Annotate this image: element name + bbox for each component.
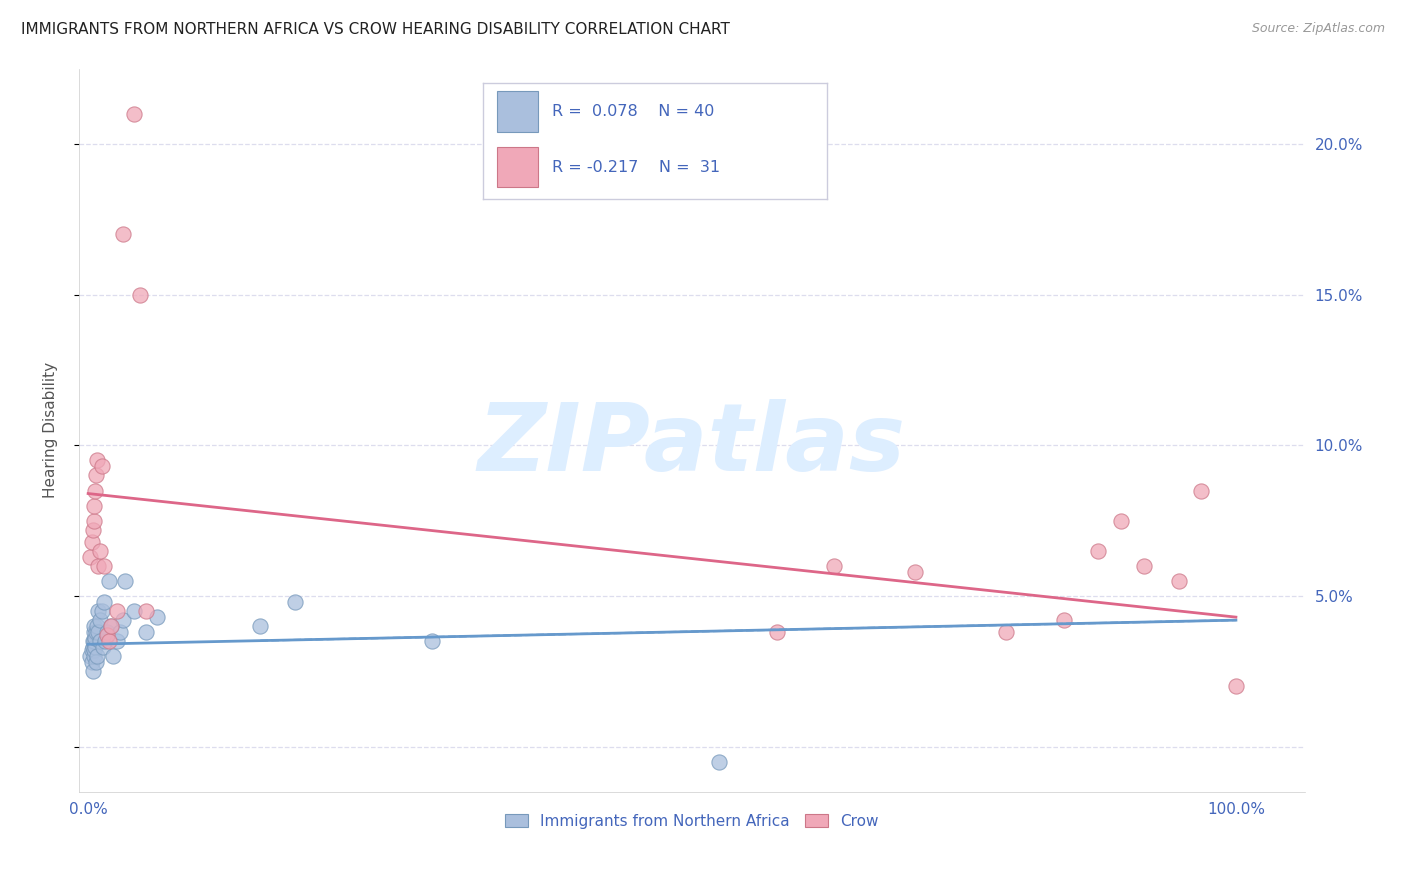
Point [284, 595, 307, 609]
Point [765, 625, 787, 640]
Point [90, 604, 112, 618]
Point [100, 619, 122, 633]
Point [114, 574, 136, 588]
Point [110, 625, 132, 640]
Point [105, 604, 128, 618]
Point [83, 625, 105, 640]
Legend: Immigrants from Northern Africa, Crow: Immigrants from Northern Africa, Crow [499, 807, 884, 835]
Point [84, 483, 107, 498]
Point [1053, 613, 1076, 627]
Point [84, 632, 107, 646]
Point [80, 534, 103, 549]
Text: ZIPatlas: ZIPatlas [478, 399, 905, 491]
Y-axis label: Hearing Disability: Hearing Disability [44, 362, 58, 499]
Point [94, 634, 117, 648]
Point [87, 558, 110, 573]
Point [83, 649, 105, 664]
Point [97, 574, 120, 588]
Point [135, 625, 157, 640]
Point [83, 643, 105, 657]
Point [84, 640, 107, 655]
Point [80, 643, 103, 657]
Point [111, 613, 134, 627]
Point [89, 544, 111, 558]
Point [89, 613, 111, 627]
Point [82, 665, 104, 679]
Point [86, 619, 108, 633]
Point [422, 634, 444, 648]
Point [146, 610, 169, 624]
Point [84, 468, 107, 483]
Point [83, 619, 105, 633]
Point [1109, 514, 1132, 528]
Point [1225, 680, 1247, 694]
Point [903, 565, 925, 579]
Point [90, 459, 112, 474]
Point [103, 649, 125, 664]
Text: Source: ZipAtlas.com: Source: ZipAtlas.com [1251, 22, 1385, 36]
Point [93, 595, 115, 609]
Point [1167, 574, 1189, 588]
Point [100, 619, 122, 633]
Point [1133, 558, 1156, 573]
Point [135, 604, 157, 618]
Point [111, 227, 134, 242]
Point [82, 523, 104, 537]
Point [995, 625, 1018, 640]
Point [91, 640, 114, 655]
Point [96, 625, 118, 640]
Point [249, 619, 271, 633]
Point [122, 604, 145, 618]
Point [83, 499, 105, 513]
Point [93, 558, 115, 573]
Point [823, 558, 845, 573]
Point [105, 634, 128, 648]
Point [82, 640, 104, 655]
Point [84, 625, 107, 640]
Point [89, 634, 111, 648]
Point [122, 107, 145, 121]
Text: IMMIGRANTS FROM NORTHERN AFRICA VS CROW HEARING DISABILITY CORRELATION CHART: IMMIGRANTS FROM NORTHERN AFRICA VS CROW … [21, 22, 730, 37]
Point [87, 625, 110, 640]
Point [82, 634, 104, 648]
Point [1191, 483, 1213, 498]
Point [83, 634, 105, 648]
Point [79, 649, 101, 664]
Point [84, 656, 107, 670]
Point [97, 634, 120, 648]
Point [709, 755, 731, 769]
Point [96, 628, 118, 642]
Point [79, 549, 101, 564]
Point [83, 514, 105, 528]
Point [1087, 544, 1109, 558]
Point [87, 604, 110, 618]
Point [86, 649, 108, 664]
Point [80, 656, 103, 670]
Point [86, 453, 108, 467]
Point [128, 287, 150, 301]
